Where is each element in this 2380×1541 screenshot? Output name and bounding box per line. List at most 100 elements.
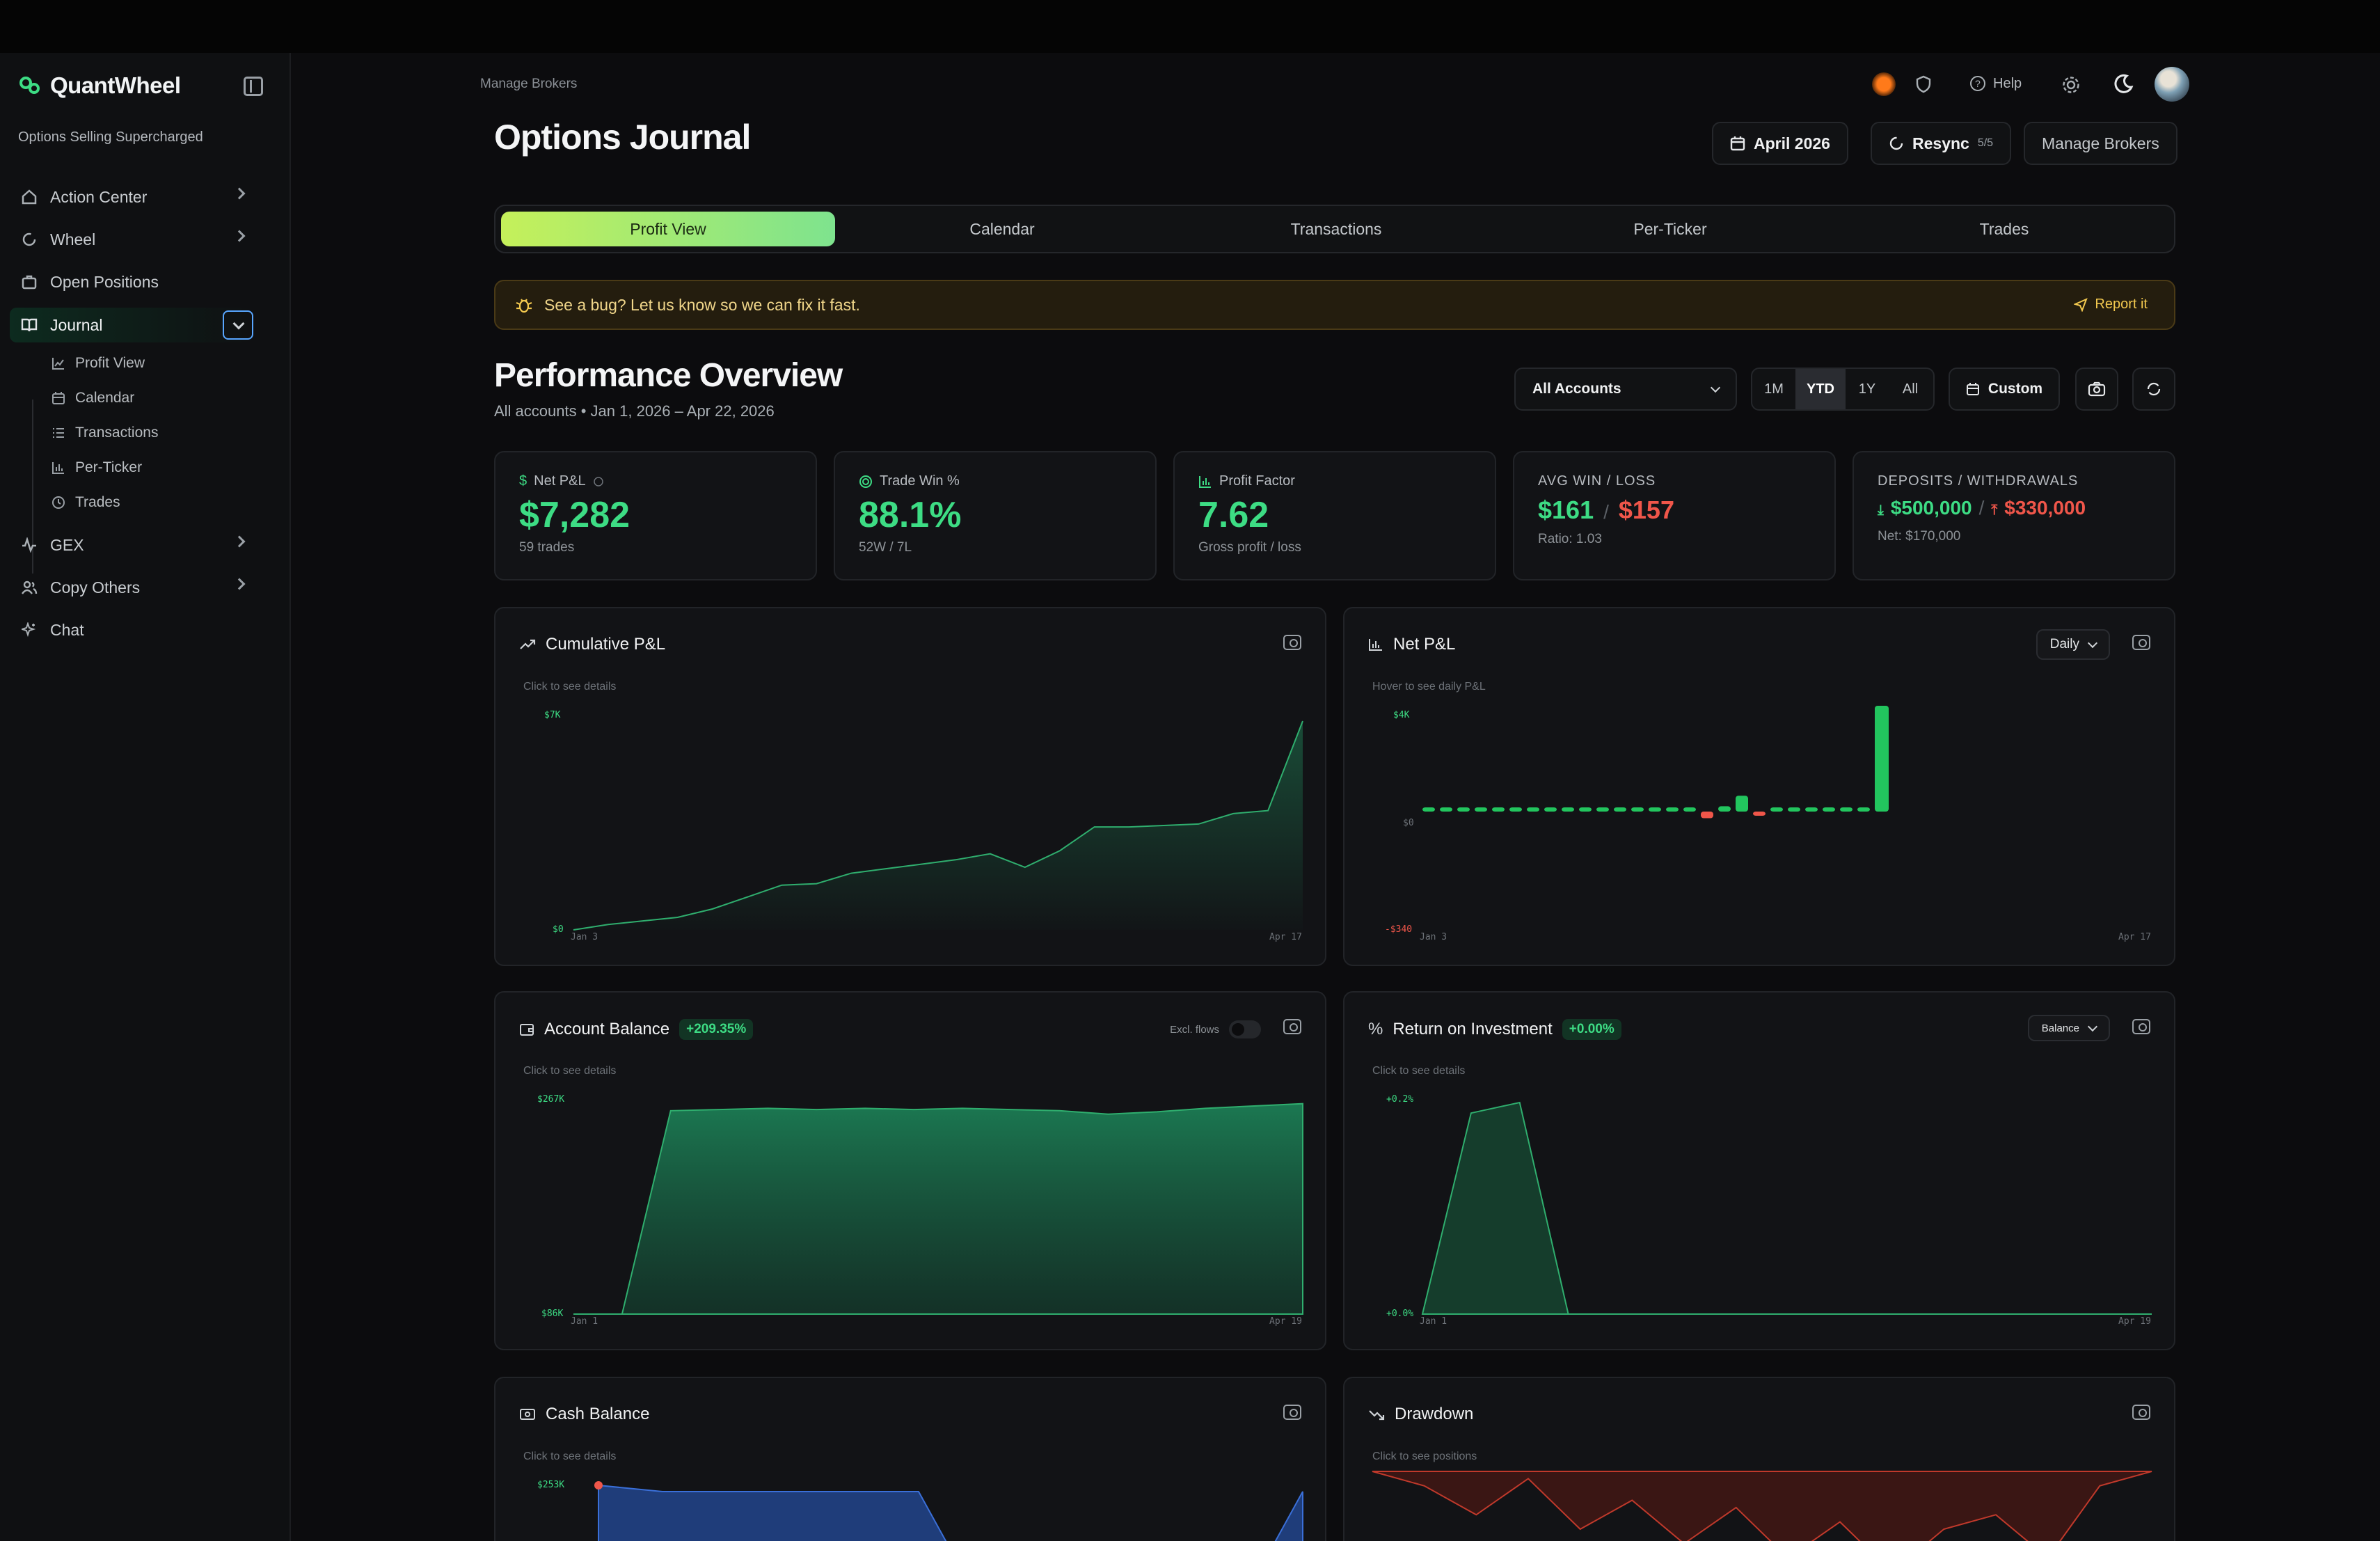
account-balance-chart[interactable]: $267K $86K Jan 1 Apr 19 [495,993,1328,1352]
range-1m[interactable]: 1M [1764,381,1784,397]
shield-icon[interactable] [1915,75,1932,93]
camera-icon[interactable] [2132,1019,2150,1034]
pnl-bar[interactable] [1527,807,1539,812]
account-select-value: All Accounts [1532,381,1621,397]
help-icon: ? [1970,76,1985,91]
report-it-link[interactable]: Report it [2074,297,2148,313]
range-all[interactable]: All [1902,381,1919,397]
pnl-bar[interactable] [1422,807,1435,812]
pnl-bar[interactable] [1475,807,1487,812]
sidebar-item-action-center[interactable]: Action Center [21,180,251,214]
chart-hint: Click to see positions [1372,1451,1477,1462]
pnl-bar[interactable] [1440,807,1452,812]
camera-icon[interactable] [1283,1019,1301,1034]
drawdown-chart[interactable] [1344,1378,2177,1541]
range-1y[interactable]: 1Y [1858,381,1876,397]
refresh-button[interactable] [2132,368,2175,411]
bar-chart-icon [1369,639,1382,651]
tab-trades[interactable]: Trades [1979,219,2029,238]
cash-marker [594,1481,603,1489]
help-button[interactable]: ? Help [1969,75,2022,92]
camera-icon[interactable] [1283,1405,1301,1420]
pnl-bar[interactable] [1562,807,1574,812]
pnl-bar[interactable] [1666,807,1679,812]
pnl-bar[interactable] [1788,807,1800,812]
pnl-bar[interactable] [1649,807,1661,812]
pnl-bar[interactable] [1875,706,1889,812]
pnl-bar[interactable] [1492,807,1505,812]
tab-transactions[interactable]: Transactions [1290,219,1382,238]
sidebar-item-gex[interactable]: GEX [21,528,251,562]
toggle-switch[interactable] [1229,1020,1261,1038]
app-logo[interactable]: QuantWheel [19,72,181,99]
pnl-bar[interactable] [1683,807,1696,812]
pnl-bar[interactable] [1544,807,1557,812]
pnl-bar[interactable] [1805,807,1818,812]
camera-icon[interactable] [2132,635,2150,650]
subnav-item-trades[interactable]: Trades [51,489,120,516]
sidebar-item-chat[interactable]: Chat [21,613,251,647]
pnl-bar[interactable] [1579,807,1592,812]
subnav-item-profit-view[interactable]: Profit View [51,349,145,377]
cash-balance-chart[interactable]: $253K [495,1378,1328,1541]
pnl-bar[interactable] [1736,796,1748,812]
net-pnl-chart[interactable]: $4K $0 -$340 Jan 3 Apr 17 [1344,608,2177,967]
gear-icon[interactable] [2061,75,2081,95]
sidebar-item-copy-others[interactable]: Copy Others [21,570,251,605]
pnl-bar[interactable] [1718,806,1731,812]
manage-brokers-button[interactable]: Manage Brokers [2024,122,2177,165]
pnl-bar[interactable] [1631,807,1644,812]
y-tick-min: -$340 [1385,924,1412,935]
avatar[interactable] [2155,67,2189,102]
sidebar-item-wheel[interactable]: Wheel [21,222,251,257]
tab-per-ticker[interactable]: Per-Ticker [1633,219,1707,238]
screenshot-button[interactable] [2075,368,2118,411]
cumulative-pnl-chart[interactable]: $7K $0 Jan 3 Apr 17 [495,608,1328,967]
account-select[interactable]: All Accounts [1514,368,1737,411]
info-icon[interactable] [593,476,604,487]
range-ytd[interactable]: YTD [1795,369,1846,409]
status-indicator-icon[interactable] [1872,72,1896,96]
moon-icon[interactable] [2113,74,2134,95]
list-icon [53,428,64,438]
arrow-down-icon: ⤓ [1878,503,1884,518]
subnav-item-transactions[interactable]: Transactions [51,419,158,447]
sidebar-item-journal[interactable]: Journal [10,308,253,342]
pnl-bar[interactable] [1857,807,1870,812]
arrow-up-icon: ⤒ [1991,503,1998,518]
separator: / [1603,501,1609,523]
month-picker-button[interactable]: April 2026 [1712,122,1848,165]
chevron-down-icon[interactable] [223,310,253,340]
pnl-bar[interactable] [1753,812,1766,816]
tab-calendar[interactable]: Calendar [969,219,1035,238]
sidebar-item-open-positions[interactable]: Open Positions [21,264,251,299]
roi-mode-select[interactable]: Balance [2027,1015,2110,1041]
pnl-bar[interactable] [1770,807,1783,812]
chevron-right-icon [233,578,246,590]
pnl-bar[interactable] [1457,807,1470,812]
roi-chart[interactable]: +0.2% +0.0% Jan 1 Apr 19 [1344,993,2177,1352]
exclude-flows-toggle[interactable]: Excl. flows [1170,1020,1261,1038]
pnl-bar[interactable] [1840,807,1853,812]
subnav-item-per-ticker[interactable]: Per-Ticker [51,454,142,482]
tab-profit-view[interactable]: Profit View [501,212,835,246]
pnl-bar[interactable] [1823,807,1835,812]
pnl-bar[interactable] [1596,807,1609,812]
calendar-icon [1966,383,1979,395]
breadcrumb[interactable]: Manage Brokers [480,77,578,91]
period-select[interactable]: Daily [2036,629,2110,660]
pnl-bar[interactable] [1509,807,1522,812]
y-tick-max: +0.2% [1386,1094,1413,1105]
custom-range-button[interactable]: Custom [1949,368,2060,411]
resync-button[interactable]: Resync 5/5 [1871,122,2012,165]
briefcase-icon [21,274,38,290]
subnav-item-calendar[interactable]: Calendar [51,384,134,412]
pnl-bar[interactable] [1614,807,1626,812]
collapse-sidebar-icon[interactable] [244,77,263,96]
chart-title-text: Net P&L [1393,635,1456,654]
stat-value: $7,282 [519,495,630,535]
chart-card-net-pnl: Net P&L Daily Hover to see daily P&L $4K… [1343,607,2175,966]
camera-icon[interactable] [2132,1405,2150,1420]
pnl-bar[interactable] [1701,812,1713,819]
camera-icon[interactable] [1283,635,1301,650]
